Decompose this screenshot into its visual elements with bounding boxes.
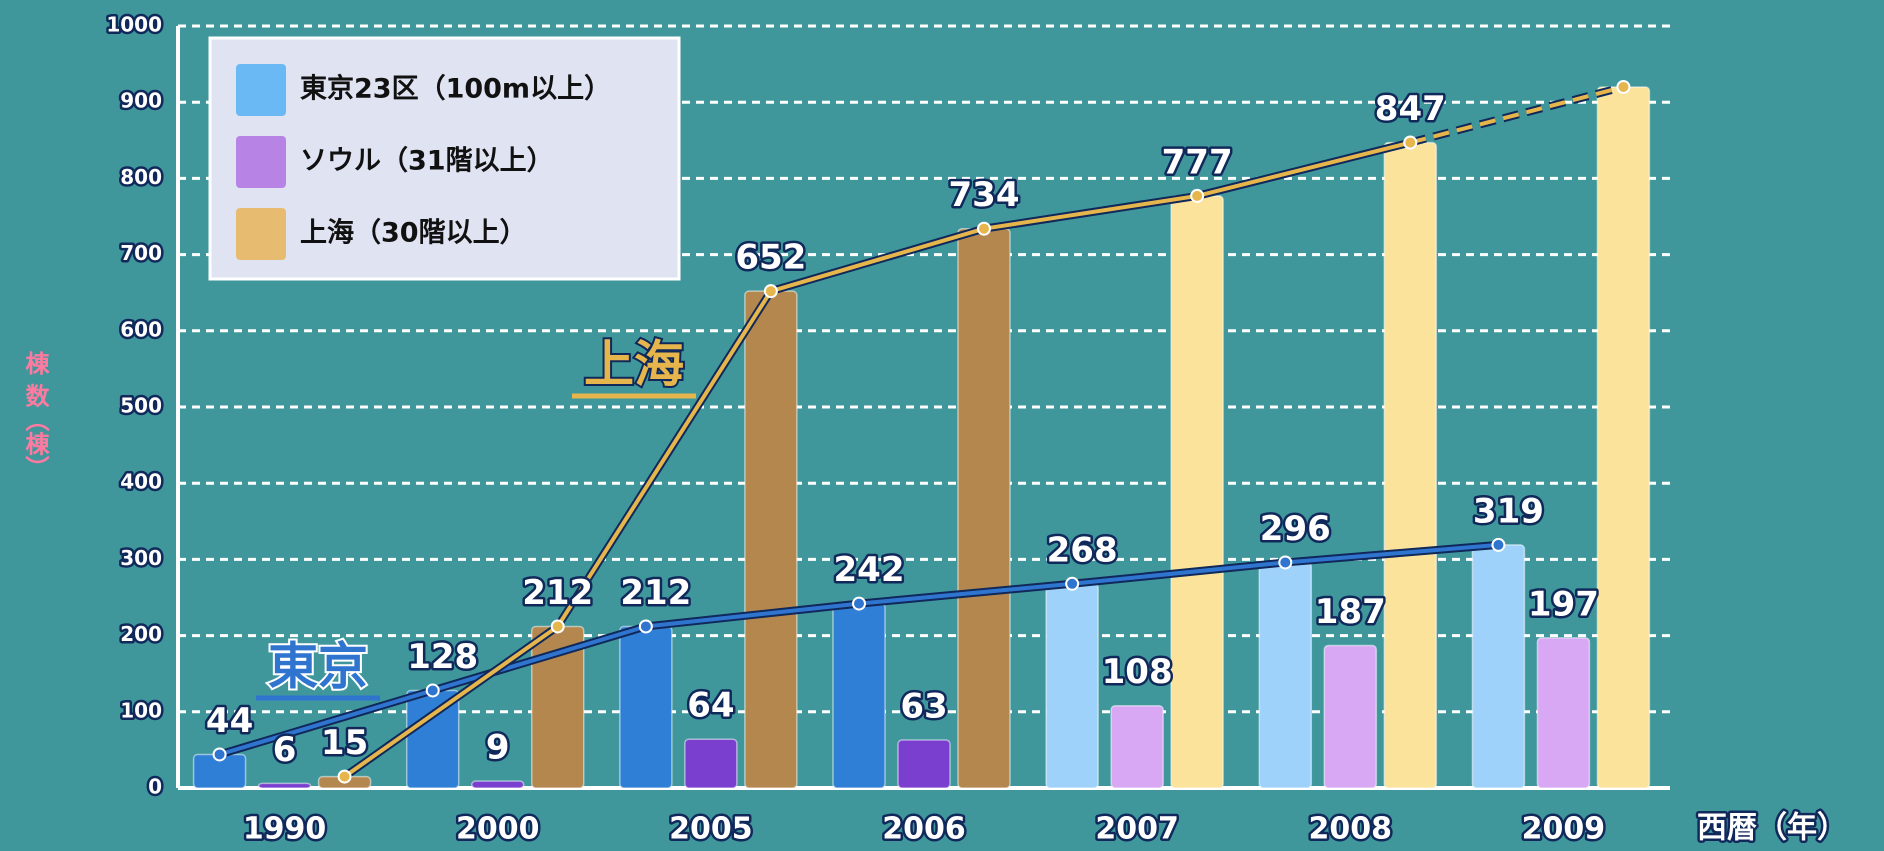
y-tick-label: 1000 — [106, 13, 162, 37]
bar — [1323, 644, 1378, 789]
y-tick-label: 0 — [148, 775, 162, 799]
line-point — [1616, 79, 1631, 94]
line-point — [638, 619, 653, 634]
line-name: 東京 — [268, 638, 368, 696]
y-tick-label: 100 — [120, 698, 162, 722]
data-label: 9 — [486, 728, 510, 768]
data-label: 108 — [1102, 652, 1173, 692]
line-name: 上海 — [584, 336, 684, 394]
y-tick-label: 300 — [120, 546, 162, 570]
line-point — [977, 221, 991, 236]
legend-swatch — [236, 208, 286, 260]
line-point — [1403, 135, 1418, 150]
data-label: 15 — [321, 723, 368, 763]
bar — [744, 290, 798, 789]
bar — [832, 602, 886, 789]
legend-box — [208, 36, 681, 281]
data-label: 319 — [1473, 491, 1544, 531]
data-label: 847 — [1375, 89, 1446, 129]
bar — [1110, 704, 1164, 789]
data-label: 777 — [1162, 142, 1233, 182]
bar — [1596, 86, 1651, 789]
data-label: 187 — [1315, 592, 1386, 632]
line-point — [1190, 188, 1205, 203]
legend-label: 上海（30階以上） — [300, 218, 527, 249]
line-point — [425, 683, 440, 698]
line-point — [852, 596, 866, 611]
y-tick-label: 500 — [120, 394, 162, 418]
line-point — [1278, 555, 1293, 570]
x-tick-label: 2000 — [456, 812, 540, 847]
bar — [1383, 141, 1438, 789]
legend-label: 東京23区（100m以上） — [300, 73, 611, 105]
data-label: 128 — [407, 637, 478, 677]
bar — [1536, 637, 1591, 789]
y-tick-label: 800 — [120, 165, 162, 189]
bar — [1045, 583, 1099, 789]
data-label: 64 — [687, 686, 734, 726]
bar — [957, 227, 1011, 789]
data-label: 268 — [1047, 530, 1118, 570]
shanghai-line-dashed — [1409, 85, 1624, 145]
line-point — [337, 769, 352, 784]
data-label: 197 — [1528, 584, 1599, 624]
y-tick-label: 400 — [120, 470, 162, 494]
bar — [1471, 544, 1526, 789]
data-label: 734 — [949, 175, 1020, 215]
data-label: 212 — [522, 573, 593, 613]
line-point — [550, 619, 565, 634]
legend-swatch — [236, 64, 286, 116]
line-point — [212, 747, 227, 762]
data-label: 652 — [735, 238, 806, 278]
bar — [1170, 195, 1224, 789]
line-point — [763, 284, 778, 299]
data-label: 63 — [900, 686, 947, 726]
x-tick-label: 2007 — [1095, 812, 1179, 847]
x-tick-label: 2006 — [882, 812, 966, 847]
x-tick-label: 1990 — [243, 812, 327, 847]
data-label: 212 — [620, 573, 691, 613]
y-tick-label: 200 — [120, 622, 162, 646]
shanghai-line — [343, 140, 1411, 779]
bar — [619, 625, 673, 789]
x-tick-label: 2005 — [669, 812, 753, 847]
bar — [1258, 561, 1313, 789]
x-axis-label: 西暦（年） — [1697, 811, 1847, 846]
legend-label: ソウル（31階以上） — [300, 146, 554, 177]
data-label: 296 — [1260, 509, 1331, 549]
bar — [470, 780, 525, 789]
bar — [257, 782, 312, 789]
bar — [684, 738, 738, 789]
legend-swatch — [236, 136, 286, 188]
y-axis-label: 棟 数（棟） — [21, 351, 49, 479]
y-tick-label: 600 — [120, 317, 162, 341]
data-label: 44 — [206, 701, 253, 741]
data-label: 6 — [273, 730, 297, 770]
line-point — [1065, 576, 1080, 591]
y-tick-label: 700 — [120, 241, 162, 265]
data-label: 242 — [834, 550, 905, 590]
line-point — [1491, 537, 1506, 552]
x-tick-label: 2008 — [1309, 812, 1393, 847]
bar — [897, 739, 951, 789]
y-tick-label: 900 — [120, 89, 162, 113]
x-tick-label: 2009 — [1522, 812, 1606, 847]
